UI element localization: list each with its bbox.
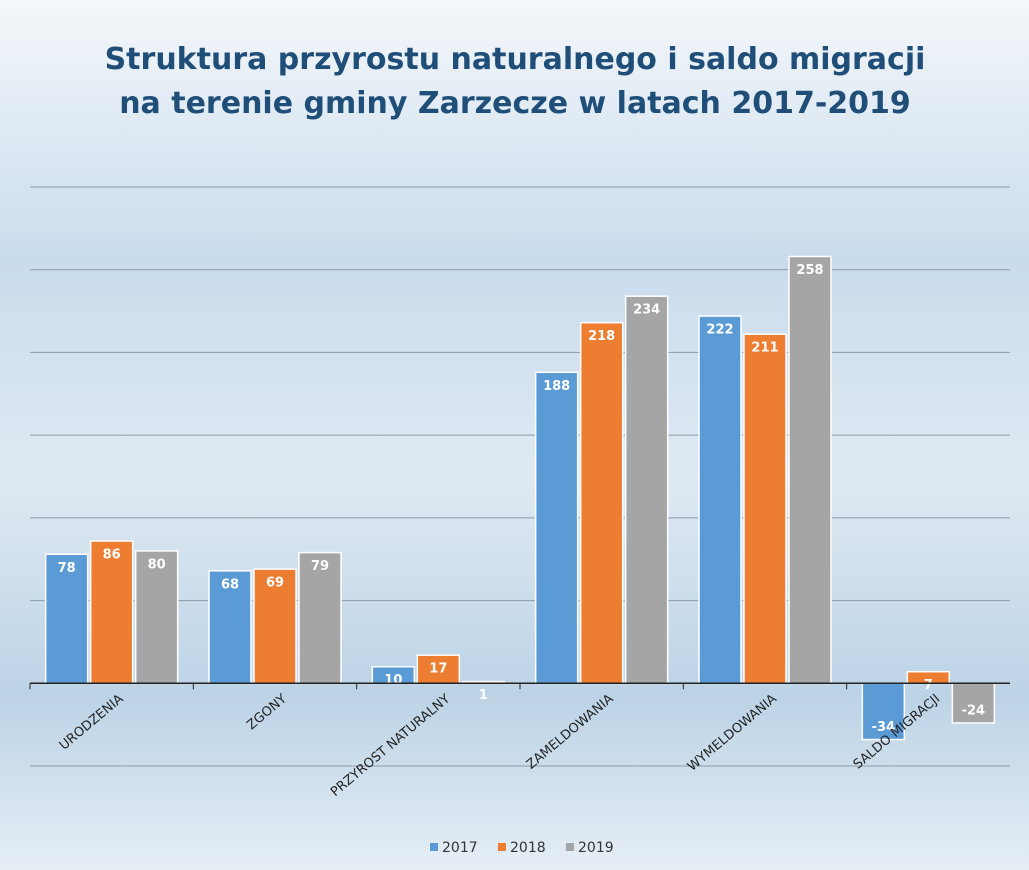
bar — [89, 540, 134, 685]
bar — [534, 371, 579, 685]
legend-label: 2019 — [578, 840, 614, 856]
value-label: -34 — [872, 720, 896, 735]
bar — [743, 333, 787, 685]
x-tick-label: ZAMELDOWANIA — [524, 691, 617, 772]
bar — [624, 295, 669, 685]
legend-swatch — [498, 843, 506, 851]
value-label: 222 — [706, 323, 733, 338]
legend-swatch — [566, 843, 574, 851]
x-tick-label: URODZENIA — [57, 691, 127, 753]
bar — [951, 682, 996, 724]
value-label: 17 — [429, 662, 447, 677]
value-label: 258 — [796, 263, 823, 278]
legend-swatch — [430, 843, 438, 851]
x-tick-label: PRZYROST NATURALNY — [328, 692, 453, 800]
value-label: 234 — [633, 303, 660, 318]
bar — [788, 255, 832, 685]
value-label: -24 — [962, 703, 986, 718]
value-label: 79 — [311, 559, 329, 574]
x-tick-label: ZGONY — [244, 692, 290, 734]
value-label: 1 — [479, 688, 488, 703]
value-label: 68 — [221, 577, 239, 592]
value-label: 188 — [543, 379, 570, 394]
value-label: 78 — [58, 561, 76, 576]
value-label: 218 — [588, 329, 615, 344]
legend-label: 2018 — [510, 840, 546, 856]
chart-title: Struktura przyrostu naturalnego i saldo … — [104, 42, 926, 121]
value-label: 69 — [266, 576, 284, 591]
legend-label: 2017 — [442, 840, 478, 856]
value-label: 10 — [384, 673, 402, 688]
bar — [298, 551, 342, 685]
bar — [579, 321, 624, 685]
value-label: 86 — [103, 548, 121, 563]
bar — [253, 568, 297, 685]
value-label: 7 — [924, 678, 933, 693]
value-label: 211 — [751, 341, 778, 356]
bar — [698, 315, 742, 685]
bar — [208, 570, 252, 685]
value-label: 80 — [148, 557, 166, 572]
x-tick-label: WYMELDOWANIA — [685, 691, 780, 774]
